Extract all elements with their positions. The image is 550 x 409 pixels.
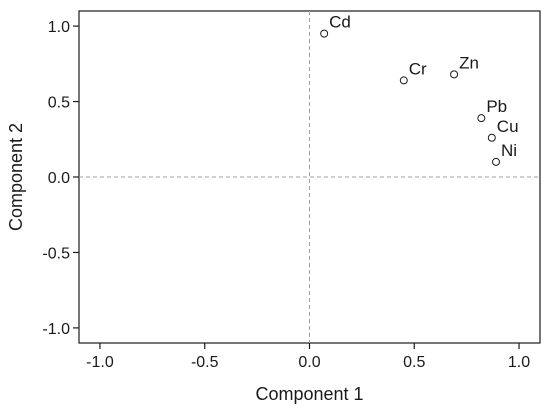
y-tick-label: 0.0 <box>48 170 70 187</box>
data-point-label: Ni <box>501 141 517 160</box>
data-point <box>450 70 459 79</box>
x-axis-ticks: -1.0 -0.5 0.0 0.5 1.0 <box>86 343 530 371</box>
data-point <box>320 29 329 38</box>
y-axis-ticks: -1.0 -0.5 0.0 0.5 1.0 <box>42 19 79 338</box>
y-tick-label: 0.5 <box>48 95 70 112</box>
y-tick-label: -1.0 <box>42 321 70 338</box>
x-tick-label: 1.0 <box>508 354 530 371</box>
y-tick-label: 1.0 <box>48 19 70 36</box>
x-tick-label: -0.5 <box>191 354 219 371</box>
data-point-label: Zn <box>459 53 479 72</box>
reference-lines <box>79 11 540 343</box>
data-point <box>491 157 500 166</box>
y-axis-title: Component 2 <box>6 123 26 231</box>
data-point-label: Cd <box>329 13 351 32</box>
data-point-label: Cu <box>497 117 519 136</box>
x-tick-label: -1.0 <box>86 354 114 371</box>
x-tick-label: 0.0 <box>298 354 320 371</box>
data-point <box>399 76 408 85</box>
data-point-label: Pb <box>486 97 507 116</box>
data-point <box>487 133 496 142</box>
x-tick-label: 0.5 <box>403 354 425 371</box>
data-point <box>477 114 486 123</box>
data-point-label: Cr <box>409 59 427 78</box>
x-axis-title: Component 1 <box>255 384 363 404</box>
y-tick-label: -0.5 <box>42 245 70 262</box>
